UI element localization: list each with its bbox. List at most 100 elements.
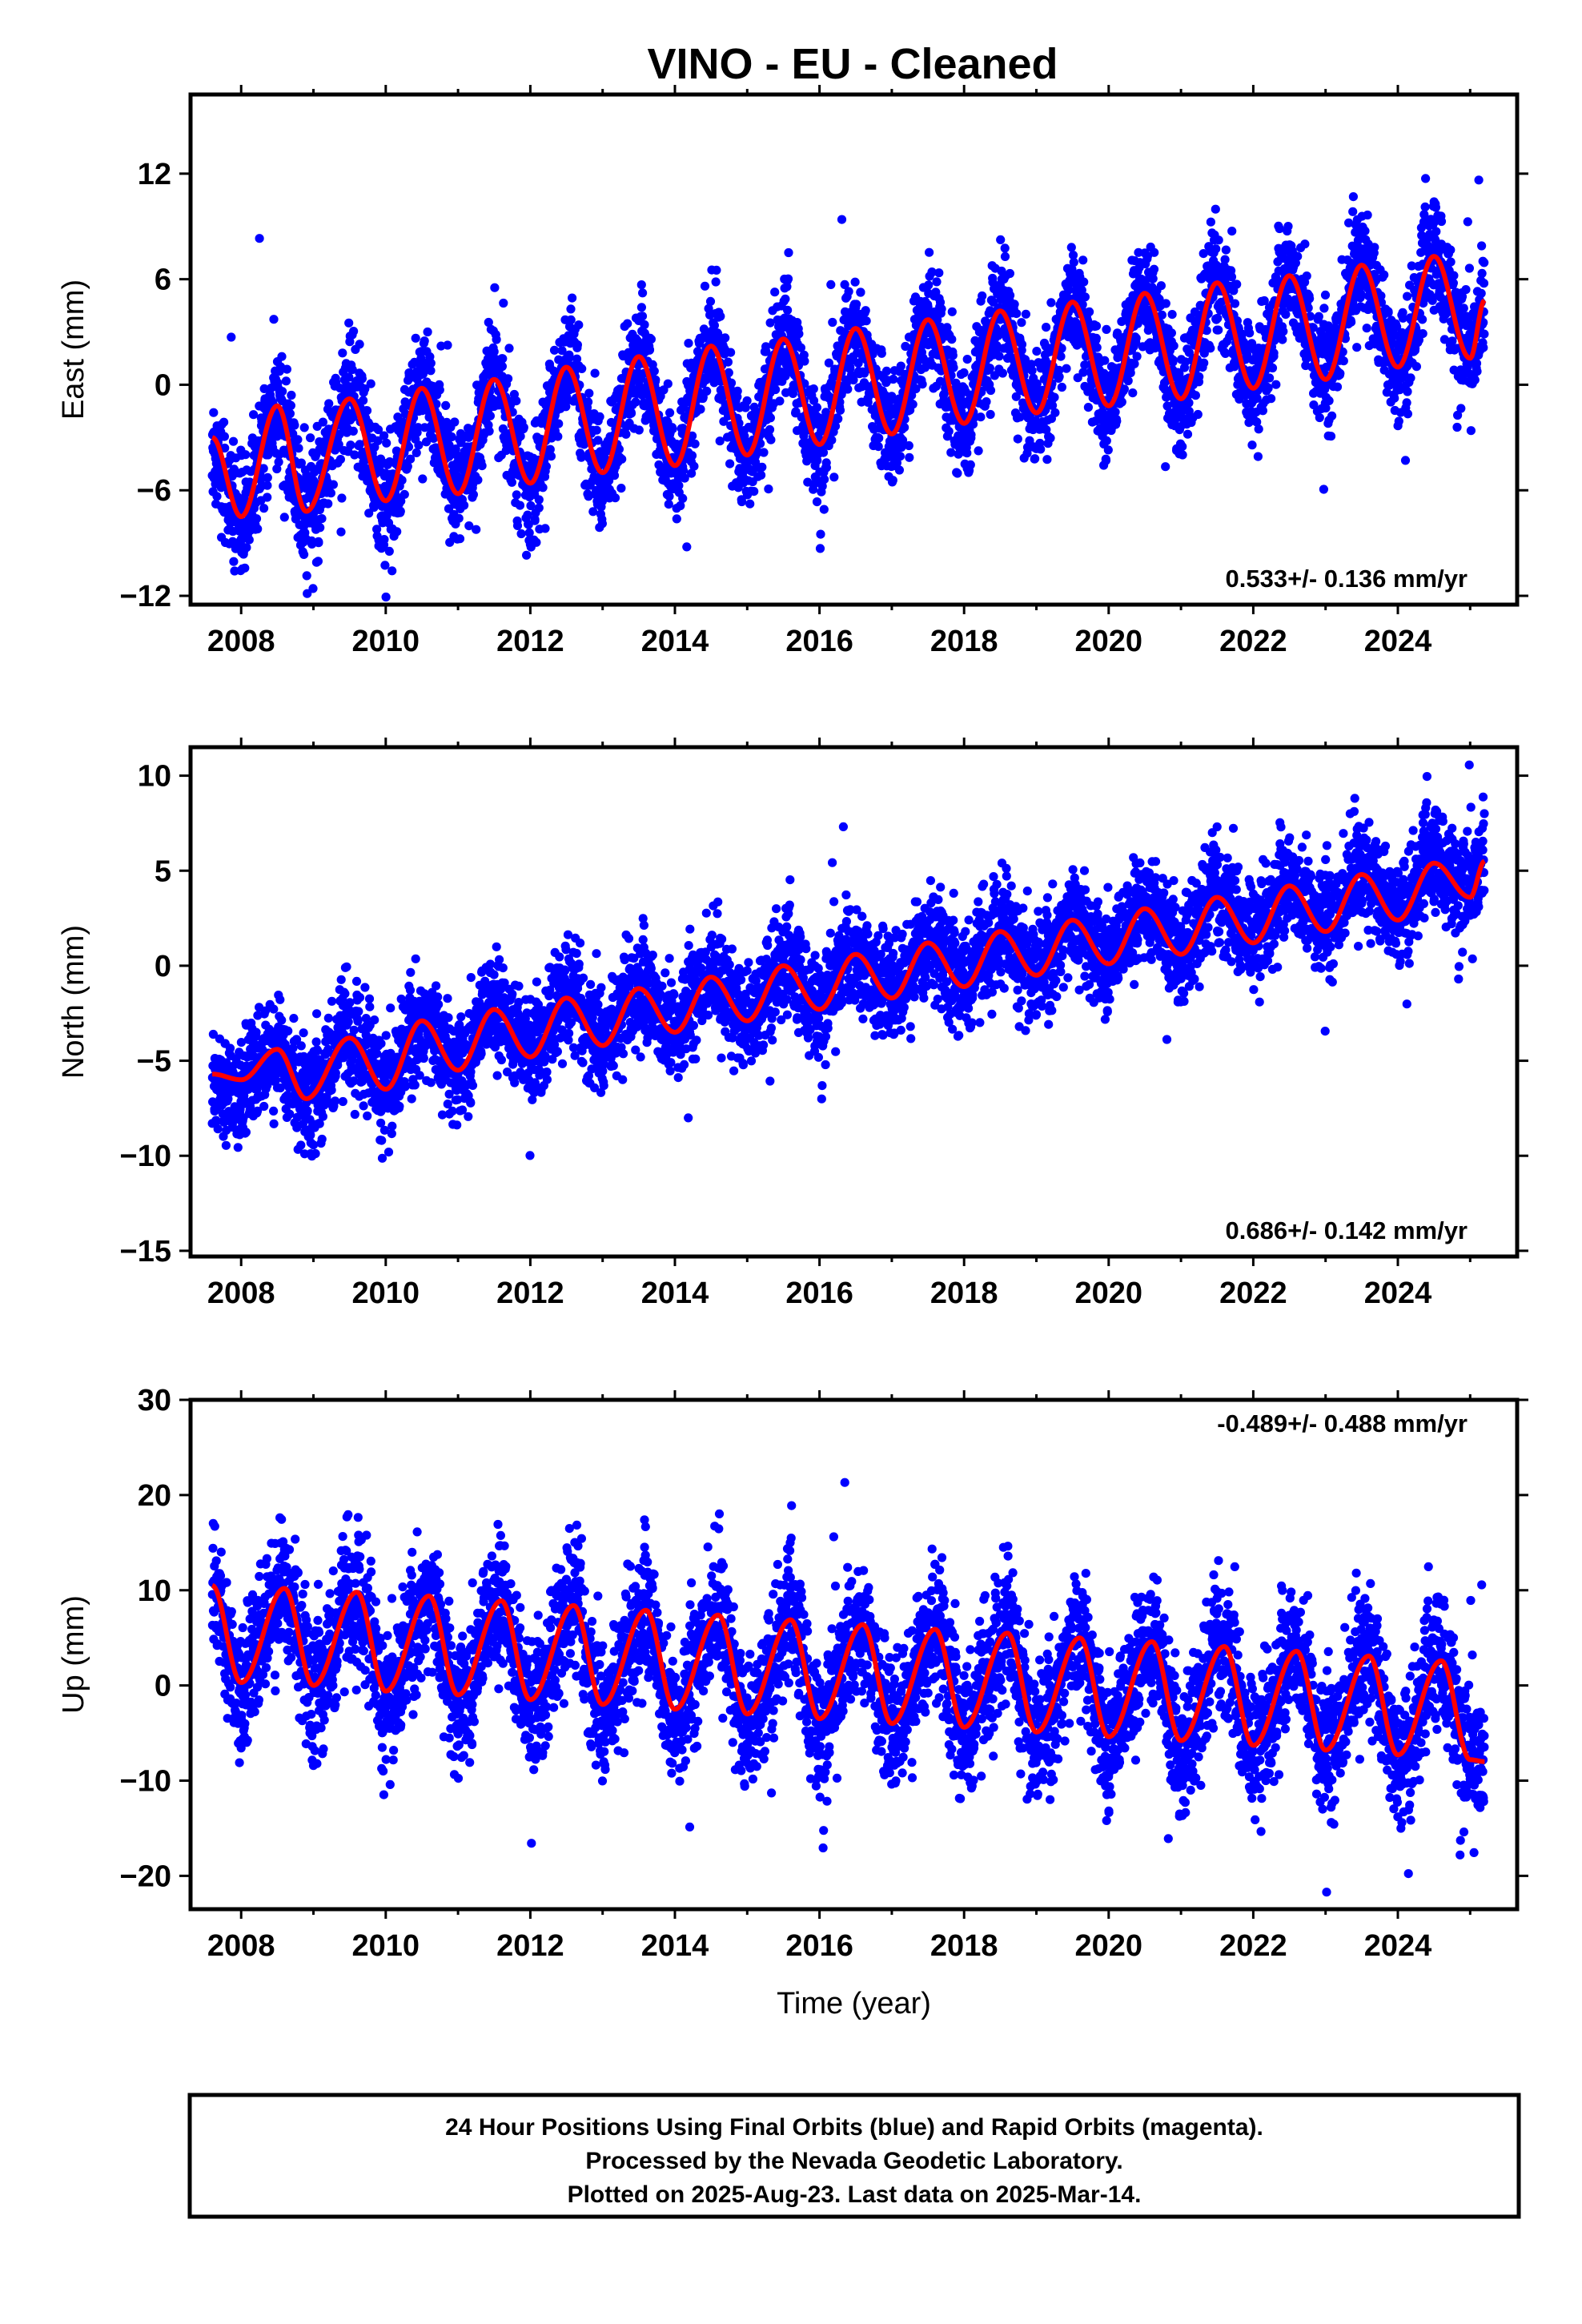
east-point: [1156, 281, 1166, 291]
east-point: [638, 288, 648, 298]
east-point: [646, 335, 656, 344]
east-point: [1327, 411, 1337, 420]
east-point: [721, 333, 730, 343]
east-point: [1102, 324, 1111, 334]
east-point: [757, 470, 766, 480]
east-point: [1050, 408, 1060, 417]
east-point: [1032, 347, 1042, 356]
east-point: [765, 413, 776, 423]
east-point: [584, 492, 593, 501]
east-point: [766, 435, 776, 444]
east-point: [905, 452, 914, 462]
figure-title: VINO - EU - Cleaned: [647, 40, 1058, 88]
east-point: [334, 440, 343, 449]
east-point: [326, 489, 335, 498]
east-point: [1360, 226, 1370, 235]
east-point: [538, 483, 548, 493]
east-point: [241, 450, 251, 460]
east-point: [815, 544, 825, 553]
east-point: [665, 492, 674, 501]
east-point: [1036, 444, 1046, 454]
east-point: [504, 374, 513, 384]
east-point: [843, 384, 853, 394]
east-point: [863, 397, 873, 407]
east-point: [715, 436, 725, 446]
east-point: [384, 546, 394, 557]
east-point: [1000, 243, 1010, 253]
east-point: [996, 235, 1006, 244]
east-point: [524, 528, 534, 537]
east-point: [904, 440, 913, 451]
east-point: [949, 363, 958, 372]
east-point: [240, 563, 250, 573]
east-point: [682, 542, 692, 552]
east-point: [338, 348, 347, 358]
east-point: [856, 287, 865, 297]
east-point: [498, 354, 508, 364]
east-point: [840, 279, 849, 289]
east-point: [317, 514, 327, 524]
east-point: [716, 312, 725, 321]
east-point: [1300, 239, 1310, 249]
east-point: [1347, 317, 1356, 327]
east-point: [818, 448, 829, 457]
east-point: [512, 490, 521, 500]
east-point: [1332, 382, 1343, 392]
east-point: [595, 412, 604, 422]
east-point: [450, 417, 460, 427]
east-point: [447, 432, 456, 442]
east-point: [978, 291, 987, 301]
east-point: [1206, 217, 1215, 227]
east-point: [566, 304, 576, 314]
east-point: [421, 437, 432, 447]
east-point: [1254, 424, 1263, 434]
east-point: [269, 315, 279, 324]
east-point: [281, 376, 291, 386]
east-point: [861, 306, 870, 316]
east-point: [344, 318, 354, 328]
east-point: [636, 303, 647, 312]
east-point: [355, 440, 364, 449]
east-point: [757, 462, 767, 472]
east-point: [1126, 368, 1135, 378]
east-point: [1091, 333, 1101, 343]
east-point: [337, 493, 347, 503]
east-point: [1000, 251, 1010, 261]
east-point: [877, 348, 886, 358]
east-point: [756, 439, 765, 448]
east-point: [566, 315, 576, 324]
east-point: [526, 501, 536, 511]
east-point: [1193, 409, 1203, 420]
east-point: [1403, 292, 1412, 301]
east-point: [507, 477, 517, 487]
east-point: [1128, 388, 1138, 398]
east-point: [219, 432, 229, 441]
east-point: [1042, 323, 1051, 332]
east-point: [219, 417, 229, 427]
east-point: [435, 385, 444, 395]
east-point: [1314, 312, 1323, 321]
east-point: [464, 521, 474, 531]
east-point: [429, 433, 439, 444]
east-point: [263, 493, 272, 502]
east-point: [892, 458, 901, 468]
east-point: [947, 335, 957, 344]
east-point: [1161, 462, 1170, 472]
east-point: [812, 497, 822, 507]
east-point: [794, 329, 804, 339]
east-point: [229, 557, 239, 566]
east-point: [244, 535, 254, 545]
east-point: [484, 426, 494, 436]
east-panel: 2008 2010 2012 2014 2016 2018 2020 2022 2024−12−…: [57, 85, 1528, 658]
east-point: [896, 361, 905, 371]
east-point: [209, 408, 219, 417]
east-point: [1293, 251, 1303, 261]
east-point: [837, 215, 847, 224]
east-point: [593, 436, 603, 445]
east-point: [631, 397, 640, 407]
east-point: [1062, 364, 1071, 373]
east-point: [617, 454, 627, 464]
east-point: [959, 368, 969, 378]
east-point: [557, 346, 567, 356]
east-point: [817, 481, 827, 491]
